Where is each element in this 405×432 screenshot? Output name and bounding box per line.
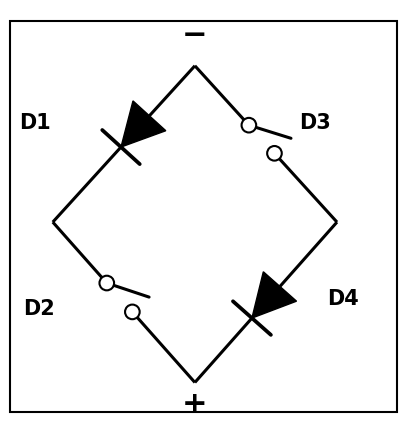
Text: D3: D3 [298, 113, 330, 133]
Text: −: − [182, 21, 207, 50]
Circle shape [241, 118, 256, 133]
Text: D2: D2 [23, 299, 54, 319]
Circle shape [99, 276, 114, 290]
Text: D4: D4 [326, 289, 358, 309]
Circle shape [125, 305, 139, 319]
Polygon shape [252, 272, 296, 318]
Circle shape [266, 146, 281, 161]
Text: +: + [181, 390, 207, 419]
Text: D1: D1 [19, 113, 50, 133]
Polygon shape [121, 101, 165, 147]
